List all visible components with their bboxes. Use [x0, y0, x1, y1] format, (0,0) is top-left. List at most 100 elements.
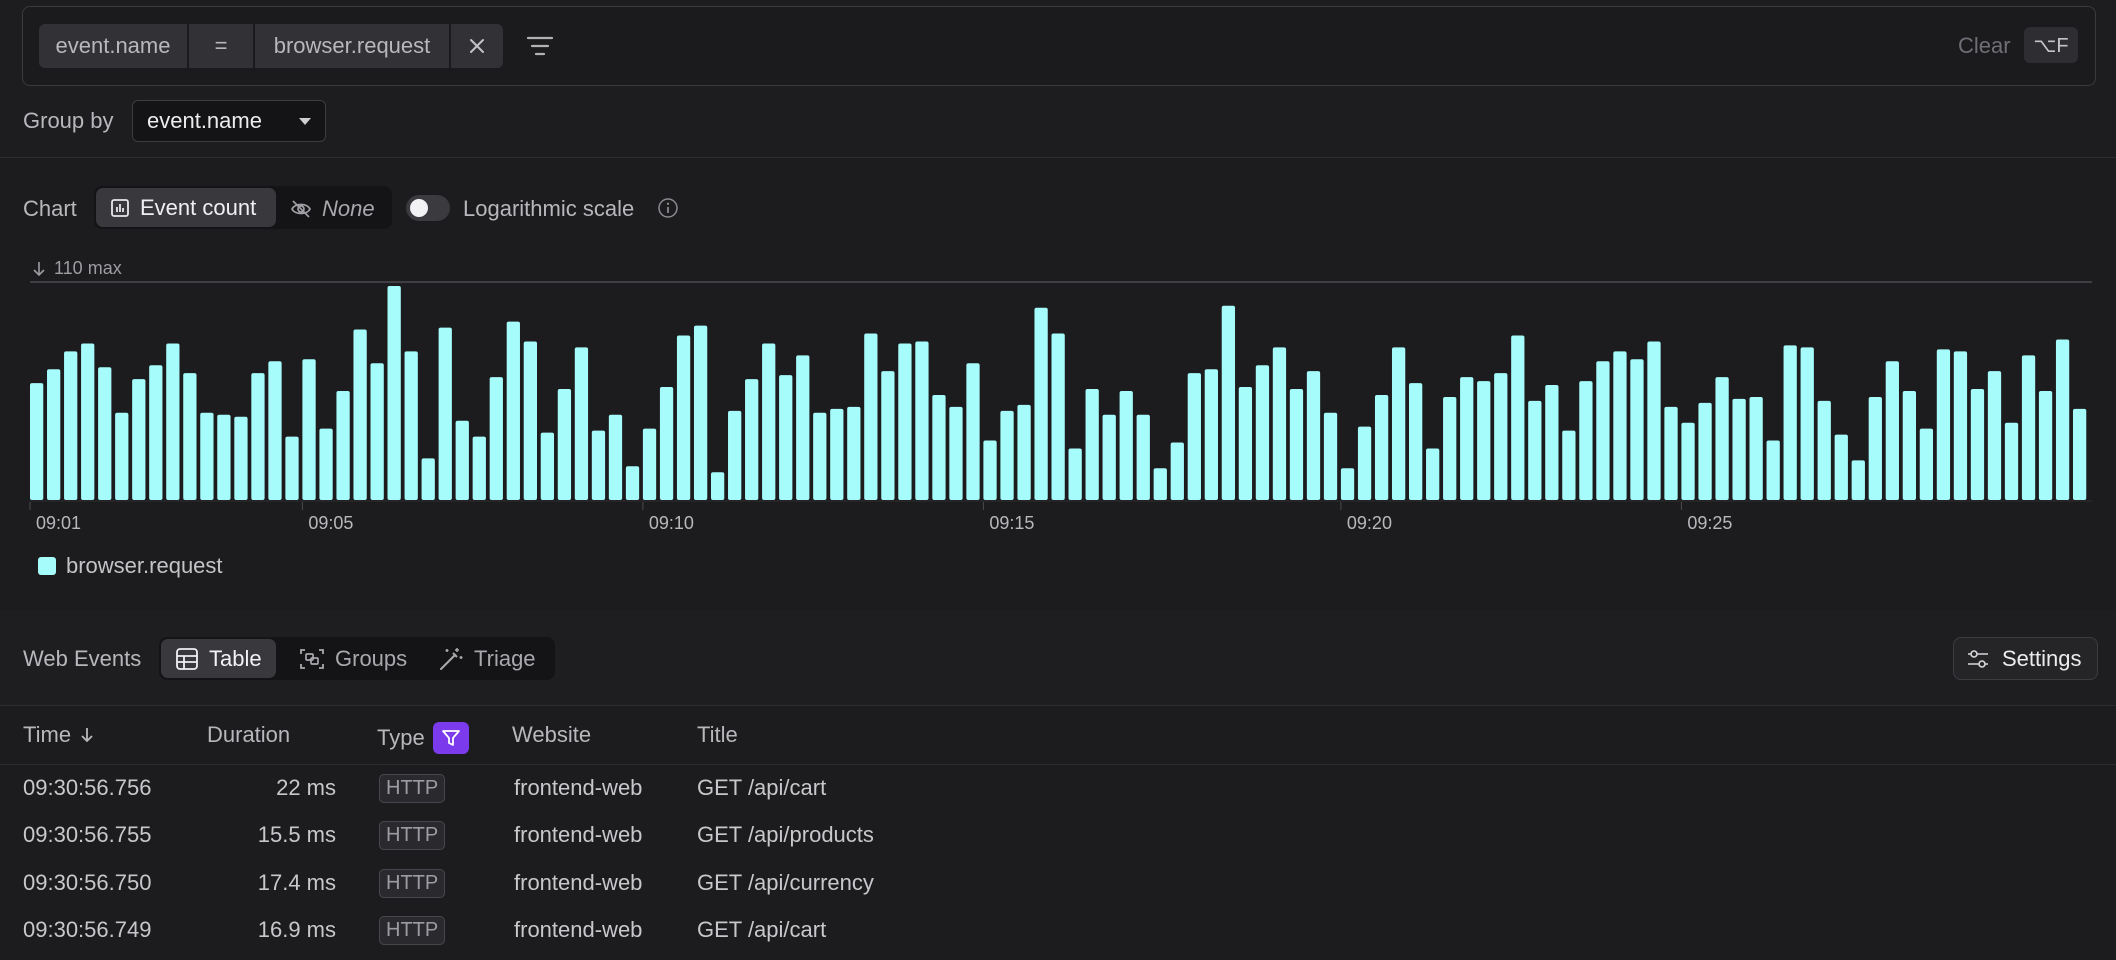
- chart-bar[interactable]: [898, 343, 912, 500]
- chart-bar[interactable]: [779, 375, 793, 500]
- chart-bar[interactable]: [387, 285, 401, 500]
- chart-bar[interactable]: [659, 387, 674, 500]
- chart-bar[interactable]: [1153, 468, 1167, 500]
- chart-bar[interactable]: [149, 365, 163, 500]
- chart-bar[interactable]: [676, 335, 691, 500]
- chart-bar[interactable]: [1323, 412, 1338, 500]
- chart-bar[interactable]: [2055, 339, 2070, 500]
- chart-bar[interactable]: [1409, 383, 1423, 500]
- info-icon[interactable]: [657, 197, 679, 219]
- chart-bar[interactable]: [115, 412, 129, 500]
- chart-bar[interactable]: [1987, 371, 2002, 500]
- chart-bar[interactable]: [1613, 351, 1627, 500]
- chart-bar[interactable]: [864, 333, 878, 500]
- chart-bar[interactable]: [1170, 442, 1184, 500]
- chart-bar[interactable]: [1306, 371, 1321, 500]
- table-row[interactable]: 09:30:56.755 15.5 ms HTTP frontend-web G…: [0, 811, 2116, 859]
- chart-bar[interactable]: [1868, 396, 1882, 500]
- chart-bar[interactable]: [915, 341, 929, 500]
- chart-bar[interactable]: [1817, 400, 1831, 500]
- chart-bar[interactable]: [217, 414, 231, 500]
- chart-bar[interactable]: [1800, 347, 1814, 500]
- chart-bar[interactable]: [1443, 396, 1457, 500]
- chart-bar[interactable]: [251, 373, 265, 500]
- chart-bar[interactable]: [1017, 404, 1031, 500]
- chart-bar[interactable]: [1136, 414, 1150, 500]
- table-row[interactable]: 09:30:56.749 16.9 ms HTTP frontend-web G…: [0, 906, 2116, 954]
- chart-bar[interactable]: [1340, 468, 1355, 500]
- chart-bar[interactable]: [1034, 307, 1048, 500]
- column-header-duration[interactable]: Duration: [207, 722, 290, 748]
- chart-bar[interactable]: [591, 430, 606, 500]
- filter-key-chip[interactable]: event.name: [39, 24, 187, 68]
- chart-bar[interactable]: [728, 410, 742, 500]
- chart-bar[interactable]: [183, 373, 197, 500]
- tab-table[interactable]: Table: [161, 639, 276, 678]
- chart-bar[interactable]: [540, 432, 555, 500]
- filter-lines-icon[interactable]: [525, 33, 555, 59]
- table-row[interactable]: 09:30:56.756 22 ms HTTP frontend-web GET…: [0, 764, 2116, 812]
- chart-bar[interactable]: [166, 343, 180, 500]
- chart-bar[interactable]: [745, 379, 759, 500]
- chart-bar[interactable]: [1068, 448, 1082, 500]
- chart-legend[interactable]: browser.request: [38, 553, 223, 579]
- group-by-select[interactable]: event.name: [132, 100, 326, 142]
- filter-value-chip[interactable]: browser.request: [255, 24, 449, 68]
- remove-filter-button[interactable]: [451, 24, 503, 68]
- chart-bar[interactable]: [132, 379, 146, 500]
- chart-bar[interactable]: [1289, 389, 1304, 500]
- chart-bar[interactable]: [1579, 381, 1593, 500]
- chart-bar[interactable]: [1647, 341, 1661, 500]
- chart-bar[interactable]: [1766, 440, 1780, 500]
- chart-bar[interactable]: [1477, 381, 1491, 500]
- chart-bar[interactable]: [81, 343, 95, 500]
- chart-bar[interactable]: [2004, 422, 2019, 500]
- chart-bar[interactable]: [847, 406, 861, 500]
- chart-bar[interactable]: [1374, 394, 1389, 500]
- chart-bar[interactable]: [1255, 365, 1270, 500]
- chart-bar[interactable]: [1528, 400, 1542, 500]
- chart-bar[interactable]: [1511, 335, 1525, 500]
- type-filter-button[interactable]: [432, 722, 469, 754]
- chart-bar[interactable]: [1902, 391, 1917, 500]
- chart-bar[interactable]: [455, 420, 469, 500]
- chart-bar[interactable]: [983, 440, 997, 500]
- chart-bar[interactable]: [710, 472, 725, 500]
- chart-bar[interactable]: [932, 394, 946, 500]
- chart-bar[interactable]: [1102, 414, 1116, 500]
- chart-bar[interactable]: [1204, 369, 1218, 500]
- chart-bar[interactable]: [1494, 373, 1508, 500]
- chart-bar[interactable]: [881, 371, 895, 500]
- chart-bar[interactable]: [2072, 408, 2087, 500]
- tab-triage[interactable]: Triage: [424, 639, 550, 678]
- chart-bar[interactable]: [1426, 448, 1440, 500]
- chart-bar[interactable]: [234, 416, 248, 500]
- clear-filters-button[interactable]: Clear: [1958, 33, 2011, 58]
- chart-bar[interactable]: [949, 406, 963, 500]
- chart-bar[interactable]: [2038, 391, 2053, 500]
- chart-bar[interactable]: [404, 351, 418, 500]
- chart-bar[interactable]: [1919, 428, 1934, 500]
- table-row[interactable]: 09:30:56.750 17.4 ms HTTP frontend-web G…: [0, 859, 2116, 907]
- chart-bar[interactable]: [1460, 377, 1474, 500]
- chart-bar[interactable]: [1596, 361, 1610, 500]
- log-scale-toggle[interactable]: [406, 195, 450, 221]
- chart-bar[interactable]: [268, 361, 282, 500]
- chart-bar[interactable]: [2021, 355, 2036, 500]
- chart-bar[interactable]: [1051, 333, 1065, 500]
- chart-bar[interactable]: [319, 428, 333, 500]
- chart-bar[interactable]: [1085, 389, 1099, 500]
- chart-bar[interactable]: [1187, 373, 1201, 500]
- chart-bar[interactable]: [98, 367, 112, 500]
- chart-bar[interactable]: [438, 327, 452, 500]
- chart-bar[interactable]: [1630, 359, 1644, 500]
- chart-bar[interactable]: [813, 412, 827, 500]
- chart-bar[interactable]: [1885, 361, 1899, 500]
- chart-bar[interactable]: [1715, 377, 1729, 500]
- chart-bar[interactable]: [1953, 351, 1968, 500]
- chart-bar[interactable]: [30, 383, 44, 500]
- chart-bar[interactable]: [557, 389, 572, 500]
- filter-bar[interactable]: event.name = browser.request Clear ⌥F: [22, 6, 2096, 86]
- column-header-time[interactable]: Time: [23, 722, 95, 748]
- chart-bar[interactable]: [370, 363, 384, 500]
